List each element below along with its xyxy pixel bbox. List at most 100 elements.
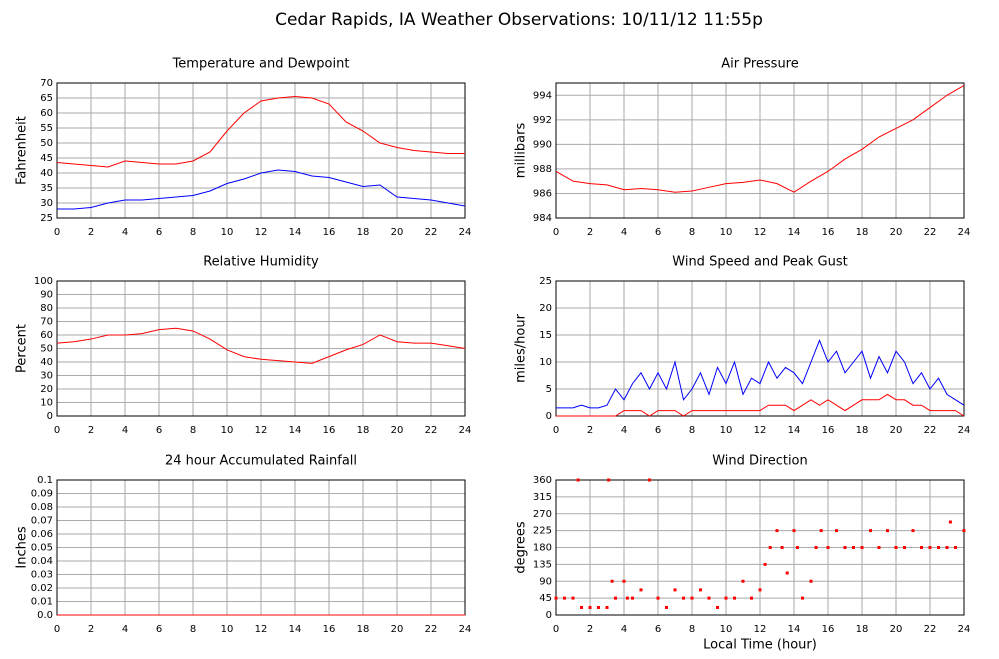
plot-frame bbox=[555, 82, 965, 219]
x-tick-label: 2 bbox=[88, 425, 94, 436]
x-tick-label: 24 bbox=[459, 624, 472, 635]
point bbox=[554, 596, 558, 600]
x-tick-label: 6 bbox=[655, 624, 661, 635]
point bbox=[860, 546, 864, 549]
x-tick-label: 4 bbox=[621, 624, 627, 635]
point bbox=[597, 606, 600, 609]
point bbox=[724, 596, 728, 600]
point bbox=[682, 596, 685, 600]
y-tick-label: 45 bbox=[40, 153, 53, 164]
y-tick-label: 70 bbox=[40, 78, 53, 89]
y-tick-label: 988 bbox=[533, 164, 552, 175]
point bbox=[814, 546, 818, 549]
point bbox=[877, 546, 881, 549]
x-tick-label: 2 bbox=[88, 227, 94, 238]
y-tick-label: 25 bbox=[539, 276, 552, 287]
y-tick-label: 986 bbox=[533, 188, 552, 199]
x-tick-label: 20 bbox=[890, 624, 903, 635]
x-tick-label: 24 bbox=[459, 425, 472, 436]
y-tick-label: 20 bbox=[40, 384, 53, 395]
y-tick-label: 0.01 bbox=[31, 597, 53, 608]
point bbox=[699, 588, 702, 592]
plot-frame bbox=[56, 82, 466, 219]
panel-title: Wind Direction bbox=[712, 454, 808, 469]
series-line bbox=[56, 327, 466, 364]
point bbox=[610, 579, 614, 583]
x-tick-label: 12 bbox=[754, 425, 767, 436]
x-tick-label: 2 bbox=[587, 425, 593, 436]
y-tick-label: 0.03 bbox=[31, 570, 53, 581]
point bbox=[928, 546, 932, 549]
point bbox=[775, 529, 779, 533]
point bbox=[911, 529, 915, 533]
point bbox=[785, 571, 789, 575]
y-tick-label: 0 bbox=[47, 411, 53, 422]
x-tick-label: 16 bbox=[822, 425, 835, 436]
point bbox=[563, 596, 566, 600]
x-tick-label: 22 bbox=[924, 227, 937, 238]
x-tick-label: 4 bbox=[621, 425, 627, 436]
y-tick-label: 0.08 bbox=[31, 502, 53, 513]
y-tick-label: 180 bbox=[533, 543, 552, 554]
point bbox=[826, 546, 830, 549]
x-tick-label: 4 bbox=[122, 227, 128, 238]
y-tick-label: 70 bbox=[40, 317, 53, 328]
x-tick-label: 20 bbox=[391, 227, 404, 238]
point bbox=[835, 529, 838, 533]
x-tick-label: 18 bbox=[856, 624, 869, 635]
y-tick-label: 225 bbox=[533, 526, 552, 537]
y-axis-label: miles/hour bbox=[514, 313, 529, 382]
y-tick-label: 65 bbox=[40, 93, 53, 104]
plot-frame bbox=[555, 479, 965, 616]
point bbox=[625, 596, 629, 600]
point bbox=[622, 579, 626, 583]
x-tick-label: 14 bbox=[788, 227, 801, 238]
x-axis-label: Local Time (hour) bbox=[703, 638, 817, 653]
y-tick-label: 0.06 bbox=[31, 529, 53, 540]
series-line bbox=[56, 95, 465, 168]
y-tick-label: 5 bbox=[546, 384, 552, 395]
y-tick-label: 90 bbox=[539, 576, 552, 587]
x-tick-label: 22 bbox=[425, 624, 438, 635]
x-tick-label: 6 bbox=[156, 425, 162, 436]
x-tick-label: 2 bbox=[587, 624, 593, 635]
x-tick-label: 18 bbox=[357, 624, 370, 635]
panel: 24 hour Accumulated Rainfall Inches 0.0 0.0… bbox=[15, 454, 472, 636]
point bbox=[656, 596, 660, 600]
y-tick-label: 20 bbox=[539, 303, 552, 314]
panel: Air Pressure millibars 984 986 988 990 992 994 0… bbox=[514, 57, 971, 239]
y-tick-label: 992 bbox=[533, 115, 552, 126]
y-axis-label: Fahrenheit bbox=[15, 116, 30, 185]
x-tick-label: 18 bbox=[357, 425, 370, 436]
series-line bbox=[556, 393, 965, 417]
y-tick-label: 315 bbox=[533, 492, 552, 503]
point bbox=[948, 520, 952, 524]
x-tick-label: 20 bbox=[890, 425, 903, 436]
x-tick-label: 0 bbox=[553, 624, 559, 635]
y-tick-label: 15 bbox=[539, 330, 552, 341]
x-tick-label: 16 bbox=[323, 425, 336, 436]
x-tick-label: 2 bbox=[587, 227, 593, 238]
point bbox=[937, 546, 940, 549]
x-tick-label: 0 bbox=[54, 227, 60, 238]
x-tick-label: 14 bbox=[788, 425, 801, 436]
y-tick-label: 50 bbox=[40, 344, 53, 355]
main-title: Cedar Rapids, IA Weather Observations: 1… bbox=[275, 10, 763, 30]
panel: Wind Speed and Peak Gust miles/hour 0 5 10 15… bbox=[514, 255, 971, 437]
point bbox=[607, 478, 611, 482]
point bbox=[894, 546, 898, 549]
y-tick-label: 10 bbox=[40, 398, 53, 409]
y-tick-label: 0 bbox=[546, 610, 552, 621]
point bbox=[886, 529, 889, 533]
point bbox=[780, 546, 784, 549]
x-tick-label: 14 bbox=[788, 624, 801, 635]
x-tick-label: 8 bbox=[689, 227, 695, 238]
y-tick-label: 0.07 bbox=[31, 516, 53, 527]
panel-title: 24 hour Accumulated Rainfall bbox=[165, 454, 357, 469]
panel-title: Wind Speed and Peak Gust bbox=[672, 255, 847, 270]
y-tick-label: 25 bbox=[40, 213, 53, 224]
point bbox=[962, 529, 966, 533]
y-tick-label: 40 bbox=[40, 168, 53, 179]
x-tick-label: 14 bbox=[289, 227, 302, 238]
y-tick-label: 984 bbox=[533, 213, 552, 224]
